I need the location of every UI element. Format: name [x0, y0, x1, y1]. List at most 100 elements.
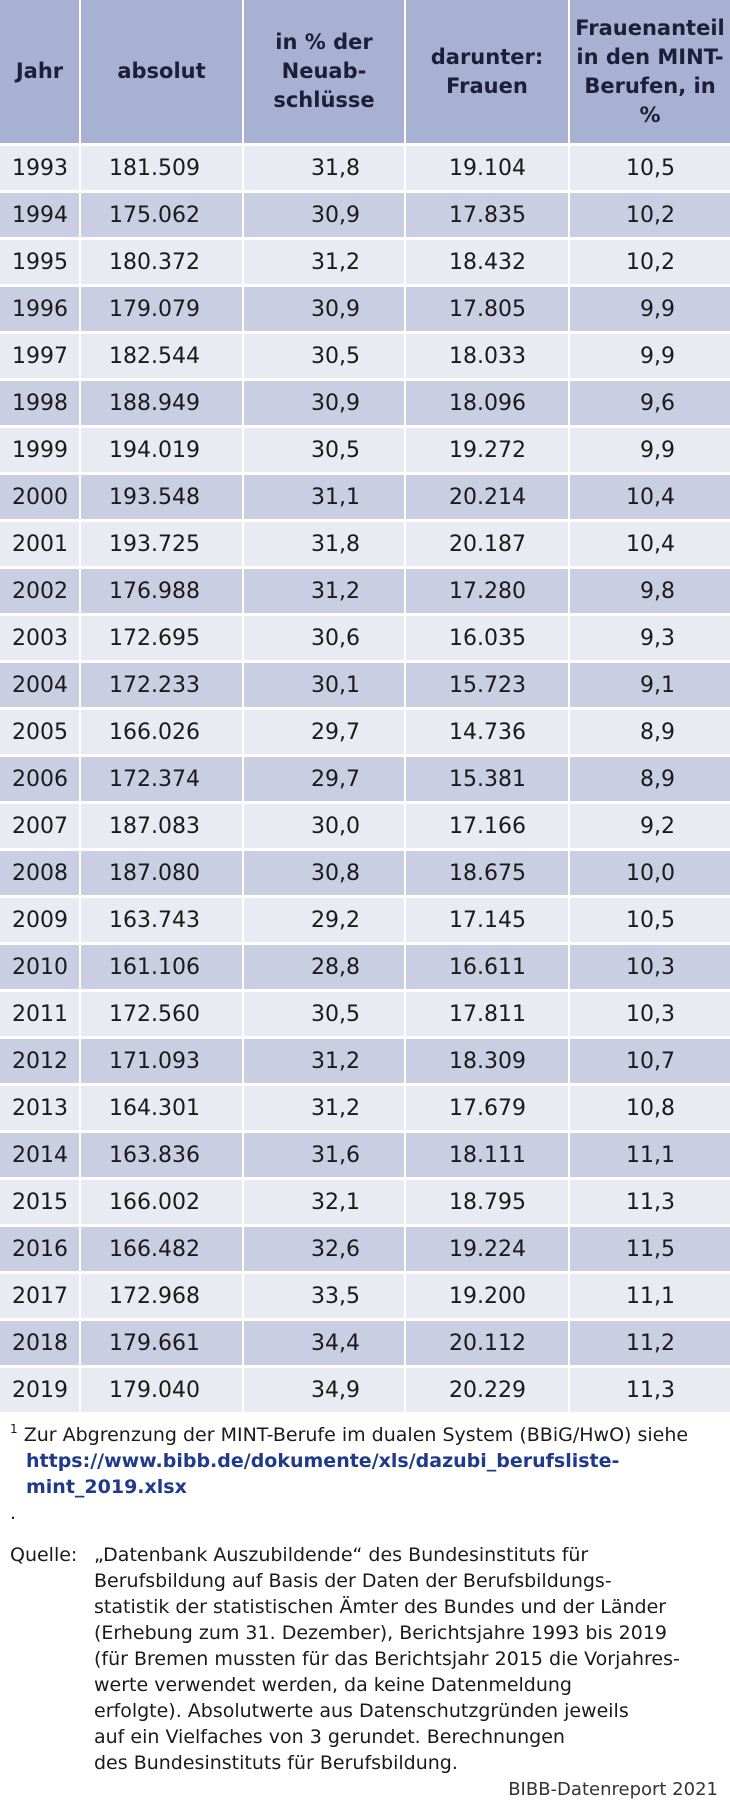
source-label: Quelle: — [10, 1544, 78, 1566]
cell-year: 2019 — [0, 1366, 81, 1415]
table-row: 1998 188.949 30,9 18.096 9,6 — [0, 379, 730, 428]
cell-absolute: 171.093 — [80, 1037, 244, 1086]
cell-year: 2015 — [0, 1178, 81, 1227]
cell-absolute: 180.372 — [80, 238, 244, 287]
cell-women: 16.611 — [405, 943, 570, 992]
table-row: 2002 176.988 31,2 17.280 9,8 — [0, 567, 730, 616]
cell-women: 18.096 — [405, 379, 570, 428]
cell-women-share: 10,2 — [569, 191, 730, 240]
table-row: 2010 161.106 28,8 16.611 10,3 — [0, 943, 730, 992]
cell-women-share: 9,6 — [569, 379, 730, 428]
cell-absolute: 188.949 — [80, 379, 244, 428]
table-body: 1993 181.509 31,8 19.104 10,5 1994 175.062 30,9… — [0, 144, 730, 1415]
cell-absolute: 187.080 — [80, 849, 244, 898]
cell-percent: 30,8 — [243, 849, 406, 898]
cell-women: 19.224 — [405, 1225, 570, 1274]
cell-women: 17.811 — [405, 990, 570, 1039]
cell-women-share: 10,2 — [569, 238, 730, 287]
cell-women: 20.229 — [405, 1366, 570, 1415]
cell-absolute: 172.560 — [80, 990, 244, 1039]
cell-percent: 31,2 — [243, 238, 406, 287]
cell-women-share: 8,9 — [569, 755, 730, 804]
header-absolute: absolut — [80, 0, 244, 146]
table-row: 2012 171.093 31,2 18.309 10,7 — [0, 1037, 730, 1086]
cell-year: 2004 — [0, 661, 81, 710]
cell-women: 18.675 — [405, 849, 570, 898]
cell-percent: 31,2 — [243, 567, 406, 616]
cell-women: 18.795 — [405, 1178, 570, 1227]
header-women-share: Frauenanteil in den MINT- Berufen, in % — [569, 0, 730, 146]
publication-credit: BIBB-Datenreport 2021 — [508, 1779, 718, 1800]
cell-women-share: 8,9 — [569, 708, 730, 757]
cell-year: 2007 — [0, 802, 81, 851]
cell-women-share: 10,4 — [569, 473, 730, 522]
cell-percent: 30,9 — [243, 379, 406, 428]
table-row: 2013 164.301 31,2 17.679 10,8 — [0, 1084, 730, 1133]
cell-year: 2013 — [0, 1084, 81, 1133]
cell-year: 2000 — [0, 473, 81, 522]
cell-percent: 31,8 — [243, 520, 406, 569]
cell-women-share: 10,0 — [569, 849, 730, 898]
cell-women: 18.432 — [405, 238, 570, 287]
footnote-link-suffix: . — [10, 1502, 17, 1524]
cell-women: 17.835 — [405, 191, 570, 240]
footnote-text: Zur Abgrenzung der MINT-Berufe im dualen… — [23, 1424, 689, 1446]
cell-women-share: 10,3 — [569, 990, 730, 1039]
cell-year: 1996 — [0, 285, 81, 334]
cell-year: 2011 — [0, 990, 81, 1039]
cell-year: 1995 — [0, 238, 81, 287]
cell-women-share: 10,5 — [569, 896, 730, 945]
cell-women: 17.145 — [405, 896, 570, 945]
table-row: 2006 172.374 29,7 15.381 8,9 — [0, 755, 730, 804]
table-row: 1996 179.079 30,9 17.805 9,9 — [0, 285, 730, 334]
table-row: 1997 182.544 30,5 18.033 9,9 — [0, 332, 730, 381]
table-row: 2015 166.002 32,1 18.795 11,3 — [0, 1178, 730, 1227]
cell-year: 2002 — [0, 567, 81, 616]
cell-women: 18.309 — [405, 1037, 570, 1086]
cell-percent: 31,1 — [243, 473, 406, 522]
source-text: „Datenbank Auszubildende“ des Bundesinst… — [94, 1544, 680, 1774]
cell-women: 17.166 — [405, 802, 570, 851]
cell-year: 2018 — [0, 1319, 81, 1368]
cell-women-share: 11,3 — [569, 1178, 730, 1227]
cell-percent: 30,5 — [243, 426, 406, 475]
cell-women: 18.033 — [405, 332, 570, 381]
table-row: 2018 179.661 34,4 20.112 11,2 — [0, 1319, 730, 1368]
cell-women-share: 9,9 — [569, 285, 730, 334]
cell-year: 1999 — [0, 426, 81, 475]
cell-year: 2005 — [0, 708, 81, 757]
cell-absolute: 163.743 — [80, 896, 244, 945]
cell-percent: 32,1 — [243, 1178, 406, 1227]
cell-women: 19.200 — [405, 1272, 570, 1321]
data-table: Jahr absolut in % der Neuab- schlüsse da… — [0, 0, 730, 1415]
header-women: darunter: Frauen — [405, 0, 570, 146]
cell-women: 16.035 — [405, 614, 570, 663]
cell-women-share: 9,9 — [569, 332, 730, 381]
cell-women-share: 10,3 — [569, 943, 730, 992]
cell-year: 1997 — [0, 332, 81, 381]
cell-absolute: 172.968 — [80, 1272, 244, 1321]
header-year: Jahr — [0, 0, 81, 146]
cell-absolute: 166.482 — [80, 1225, 244, 1274]
cell-women: 18.111 — [405, 1131, 570, 1180]
table-row: 1993 181.509 31,8 19.104 10,5 — [0, 144, 730, 193]
table-row: 2016 166.482 32,6 19.224 11,5 — [0, 1225, 730, 1274]
cell-percent: 30,1 — [243, 661, 406, 710]
cell-percent: 30,6 — [243, 614, 406, 663]
cell-year: 2014 — [0, 1131, 81, 1180]
cell-women-share: 11,3 — [569, 1366, 730, 1415]
cell-absolute: 179.040 — [80, 1366, 244, 1415]
cell-percent: 30,9 — [243, 191, 406, 240]
cell-absolute: 166.026 — [80, 708, 244, 757]
footnote-link[interactable]: https://www.bibb.de/dokumente/xls/dazubi… — [26, 1450, 620, 1498]
cell-percent: 31,6 — [243, 1131, 406, 1180]
cell-women: 14.736 — [405, 708, 570, 757]
table-row: 1994 175.062 30,9 17.835 10,2 — [0, 191, 730, 240]
cell-year: 2001 — [0, 520, 81, 569]
cell-percent: 28,8 — [243, 943, 406, 992]
table-row: 2001 193.725 31,8 20.187 10,4 — [0, 520, 730, 569]
table-row: 2007 187.083 30,0 17.166 9,2 — [0, 802, 730, 851]
table-row: 2009 163.743 29,2 17.145 10,5 — [0, 896, 730, 945]
cell-year: 2012 — [0, 1037, 81, 1086]
